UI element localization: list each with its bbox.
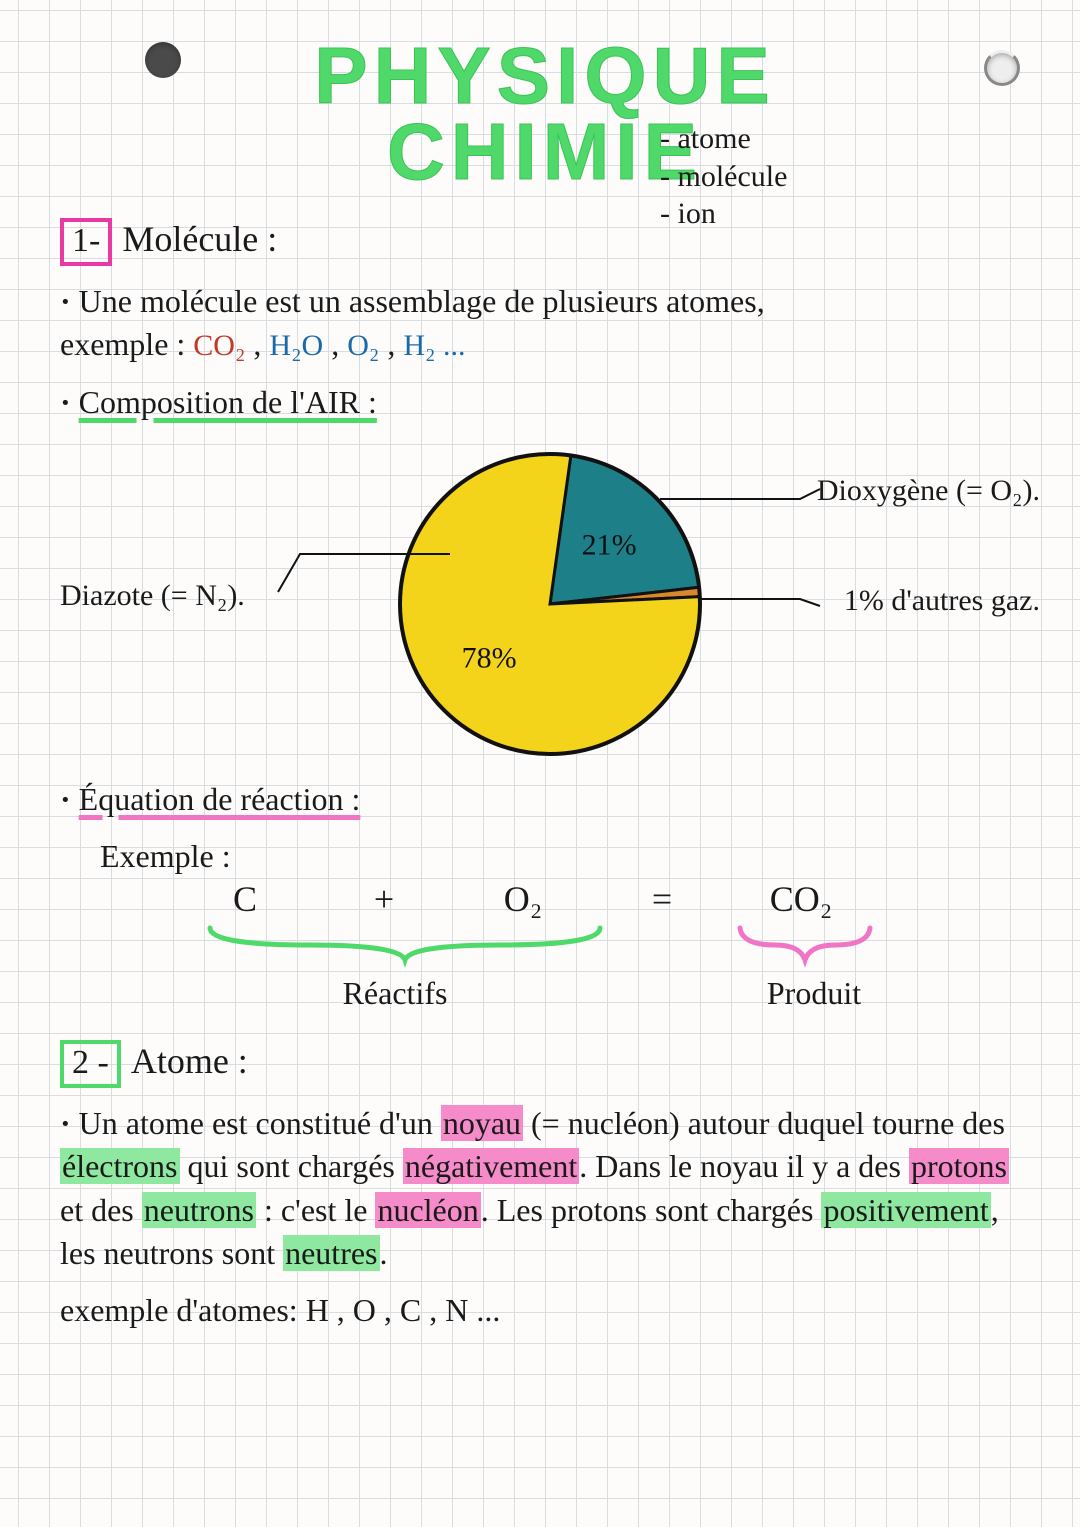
svg-text:78%: 78%	[462, 642, 517, 675]
molecule-definition: Une molécule est un assemblage de plusie…	[60, 280, 1030, 367]
section-title-2: Atome :	[131, 1041, 248, 1081]
subtopic: - ion	[660, 195, 787, 233]
section-number-1: 1-	[60, 218, 112, 266]
svg-text:21%: 21%	[582, 528, 637, 561]
product: CO₂	[736, 878, 866, 920]
title-line1: PHYSIQUE	[60, 38, 1030, 114]
reactants-label: Réactifs	[200, 975, 590, 1012]
subtopic: - molécule	[660, 158, 787, 196]
formula: H₂O	[269, 329, 323, 362]
reactant: C	[180, 878, 310, 920]
equation-braces	[60, 920, 960, 975]
page-title: PHYSIQUE CHIMIE	[60, 38, 1030, 190]
product-label: Produit	[734, 975, 894, 1012]
reaction-equation: Exemple : C + O₂ = CO₂ Réactifs Produit	[60, 835, 1030, 1012]
reactant: O₂	[458, 878, 588, 920]
subtopic-list: - atome - molécule - ion	[660, 120, 787, 233]
section-number-2: 2 -	[60, 1040, 121, 1088]
pie-svg: 21% 78%	[390, 444, 710, 764]
section-title-1: Molécule :	[122, 219, 277, 259]
punch-hole-left	[145, 42, 181, 78]
equation-example-label: Exemple :	[100, 835, 1030, 878]
subtopic: - atome	[660, 120, 787, 158]
formula: CO₂	[193, 329, 245, 362]
formula: H₂ ...	[403, 329, 465, 362]
pie-label-other: 1% d'autres gaz.	[844, 584, 1040, 618]
section-molecule: 1- Molécule : Une molécule est un assemb…	[60, 218, 1030, 1012]
title-line2: CHIMIE	[60, 114, 1030, 190]
section-atome: 2 - Atome : Un atome est constitué d'un …	[60, 1040, 1030, 1332]
pie-label-o2: Dioxygène (= O₂).	[817, 474, 1040, 508]
air-composition-heading: Composition de l'AIR :	[60, 381, 1030, 424]
air-composition-pie: 21%78% Dioxygène (= O₂). 1% d'autres gaz…	[60, 434, 1030, 764]
atome-examples: exemple d'atomes: H , O , C , N ...	[60, 1289, 1030, 1332]
atome-paragraph: Un atome est constitué d'un noyau (= nuc…	[60, 1102, 1030, 1275]
punch-hole-right	[984, 50, 1020, 86]
formula: O₂	[347, 329, 379, 362]
reaction-equation-heading: Équation de réaction :	[60, 778, 1030, 821]
pie-label-n2: Diazote (= N₂).	[60, 579, 245, 613]
